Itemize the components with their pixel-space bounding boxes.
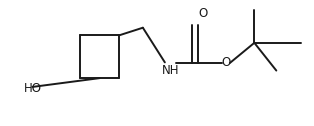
Text: NH: NH <box>161 64 179 77</box>
Text: O: O <box>221 56 231 70</box>
Text: O: O <box>198 7 207 20</box>
Text: HO: HO <box>24 82 41 95</box>
